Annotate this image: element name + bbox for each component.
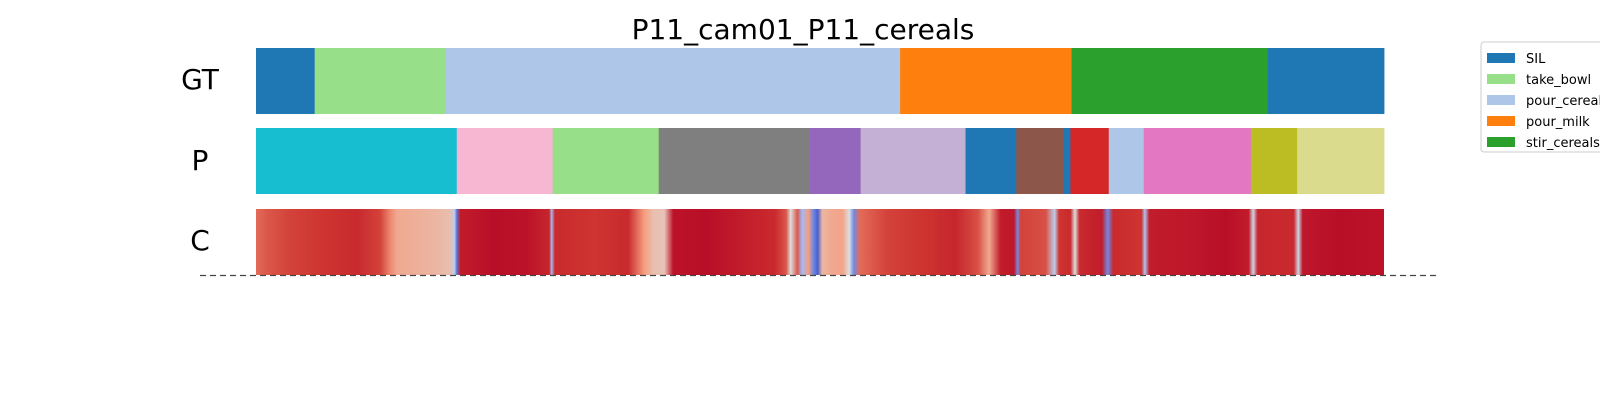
- chart-title: P11_cam01_P11_cereals: [632, 13, 975, 46]
- pred-segment-1: [456, 128, 554, 194]
- confidence-bar: [256, 209, 1384, 275]
- gt-segment-1: [314, 48, 446, 114]
- pred-segment-13: [1297, 128, 1385, 194]
- legend-swatch-1: [1487, 74, 1515, 84]
- legend-label-0: SIL: [1526, 52, 1546, 67]
- pred-segment-7: [1016, 128, 1065, 194]
- legend-swatch-0: [1487, 53, 1515, 63]
- pred-segment-11: [1143, 128, 1252, 194]
- pred-segment-12: [1250, 128, 1298, 194]
- legend-label-3: pour_milk: [1526, 115, 1590, 130]
- legend-swatch-3: [1487, 116, 1515, 126]
- pred-segment-10: [1108, 128, 1145, 194]
- gt-segment-0: [256, 48, 316, 114]
- row-label-c: C: [190, 224, 210, 257]
- pred-segment-0: [256, 128, 458, 194]
- legend: SIL take_bowl pour_cereals pour_milk stir_ce…: [1480, 41, 1600, 153]
- pred-segment-6: [965, 128, 1017, 194]
- legend-label-1: take_bowl: [1526, 73, 1591, 88]
- pred-segment-9: [1070, 128, 1110, 194]
- row-label-gt: GT: [181, 63, 220, 96]
- pred-segment-2: [552, 128, 660, 194]
- legend-swatch-4: [1487, 137, 1515, 147]
- gt-row: [256, 48, 1385, 114]
- gt-segment-4: [1071, 48, 1269, 114]
- legend-label-4: stir_cereals: [1526, 136, 1600, 151]
- pred-segment-4: [809, 128, 862, 194]
- gt-segment-2: [445, 48, 901, 114]
- pred-segment-8: [1063, 128, 1071, 194]
- legend-label-2: pour_cereals: [1526, 94, 1600, 109]
- row-label-p: P: [192, 144, 209, 177]
- prediction-row: [256, 128, 1385, 194]
- legend-swatch-2: [1487, 95, 1515, 105]
- gt-segment-3: [900, 48, 1072, 114]
- gt-segment-5: [1267, 48, 1385, 114]
- pred-segment-3: [658, 128, 811, 194]
- pred-segment-5: [860, 128, 966, 194]
